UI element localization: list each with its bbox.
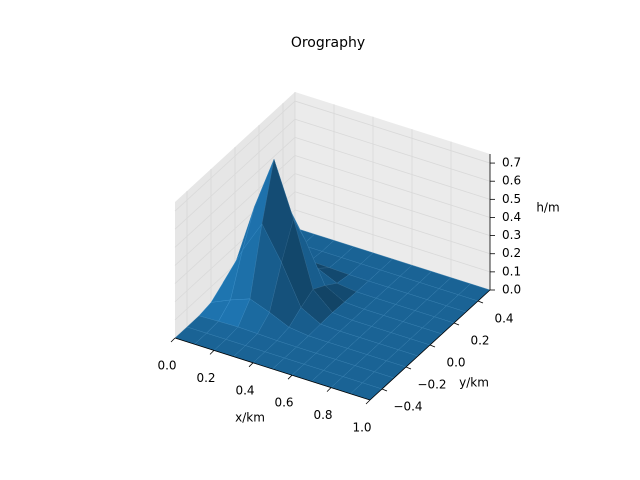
z-tick-label: 0.3 xyxy=(502,228,521,242)
tick-mark xyxy=(365,399,371,405)
grid-line xyxy=(294,136,491,200)
grid-line xyxy=(174,137,296,248)
y-tick-label: 0.4 xyxy=(494,312,513,326)
z-tick-label: 0.0 xyxy=(502,283,521,297)
grid-line xyxy=(294,173,491,236)
tick-mark xyxy=(381,388,388,392)
x-tick-label: 0.0 xyxy=(157,359,176,373)
grid-line xyxy=(294,209,491,273)
grid-line xyxy=(294,191,491,255)
y-axis-line xyxy=(369,289,491,401)
tick-mark xyxy=(477,300,484,304)
grid-line xyxy=(294,100,491,164)
z-tick-label: 0.1 xyxy=(502,264,521,278)
x-axis-line xyxy=(174,337,371,401)
tick-mark xyxy=(287,374,293,380)
chart-title: Orography xyxy=(291,35,365,51)
x-tick-label: 0.4 xyxy=(235,383,254,397)
back-pane xyxy=(295,92,490,290)
tick-mark xyxy=(209,350,215,355)
tick-mark xyxy=(248,362,254,368)
z-tick-label: 0.5 xyxy=(502,192,521,206)
tick-mark xyxy=(170,337,176,343)
tick-mark xyxy=(429,344,436,348)
y-tick-label: −0.2 xyxy=(417,378,446,392)
y-tick-label: 0.0 xyxy=(446,356,465,370)
z-tick-label: 0.2 xyxy=(502,246,521,260)
z-axis-label: h/m xyxy=(536,201,559,215)
y-axis-label: y/km xyxy=(459,376,489,390)
labels: 0.00.20.40.60.81.0−0.4−0.20.00.20.40.00.… xyxy=(157,154,521,435)
z-tick-label: 0.6 xyxy=(502,174,521,188)
z-tick-label: 0.7 xyxy=(502,156,521,170)
x-tick-label: 0.8 xyxy=(313,408,332,422)
x-tick-label: 0.2 xyxy=(196,371,215,385)
tick-mark xyxy=(326,387,332,392)
z-tick-label: 0.4 xyxy=(502,210,521,224)
grid-line xyxy=(174,118,296,230)
tick-mark xyxy=(405,366,412,370)
x-tick-label: 1.0 xyxy=(352,421,371,435)
x-axis-label: x/km xyxy=(235,411,265,425)
y-tick-label: 0.2 xyxy=(470,334,489,348)
grid-line xyxy=(294,118,491,182)
x-tick-label: 0.6 xyxy=(274,396,293,410)
tick-mark xyxy=(453,322,460,326)
grid-line xyxy=(174,100,296,212)
y-tick-label: −0.4 xyxy=(393,400,422,414)
grid-line xyxy=(294,155,491,218)
